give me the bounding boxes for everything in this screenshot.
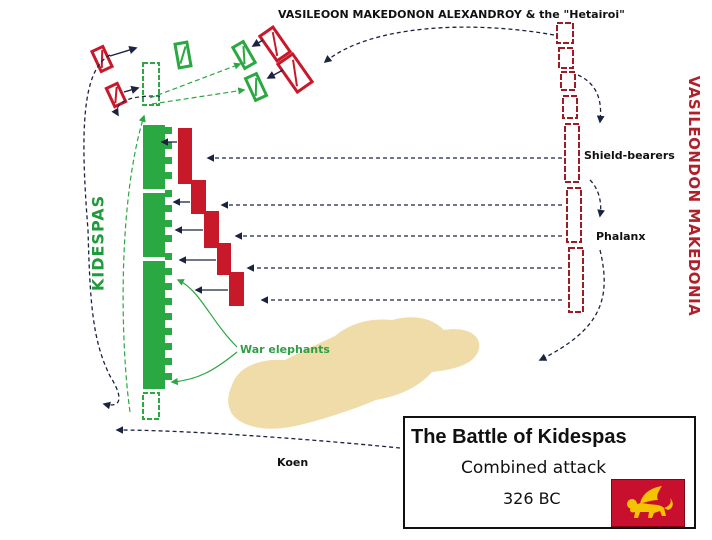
elephants-pointer	[170, 279, 238, 386]
war-elephant-markers	[165, 127, 172, 380]
macedonian-column	[556, 22, 584, 313]
echelon-arrows	[160, 138, 228, 294]
terrain-patch	[228, 317, 480, 429]
battle-date: 326 BC	[503, 489, 561, 508]
macedonian-cavalry	[89, 25, 315, 109]
top-title: VASILEOON MAKEDONON ALEXANDROY & the "He…	[278, 8, 625, 21]
battle-subtitle: Combined attack	[461, 458, 607, 478]
macedonian-echelon	[178, 128, 244, 306]
kidespas-cavalry	[173, 39, 269, 103]
kidespas-line	[142, 62, 165, 420]
kidespas-cavalry-arrows	[122, 62, 246, 413]
macedonia-label: VASILEONDON MAKEDONIA	[685, 75, 703, 317]
cavalry-clash-arrows	[109, 38, 284, 94]
winged-lion-flag-icon	[611, 479, 685, 527]
war-elephants-label: War elephants	[240, 343, 330, 356]
title-box: The Battle of Kidespas Combined attack 3…	[403, 416, 696, 529]
kidespas-label: KIDESPAS	[88, 194, 108, 292]
attack-arrows	[206, 154, 562, 304]
battle-title: The Battle of Kidespas	[411, 426, 627, 448]
koen-label: Koen	[277, 456, 309, 469]
shield-bearers-label: Shield-bearers	[584, 149, 675, 162]
phalanx-label: Phalanx	[596, 230, 646, 243]
maneuver-arrows	[83, 26, 605, 449]
